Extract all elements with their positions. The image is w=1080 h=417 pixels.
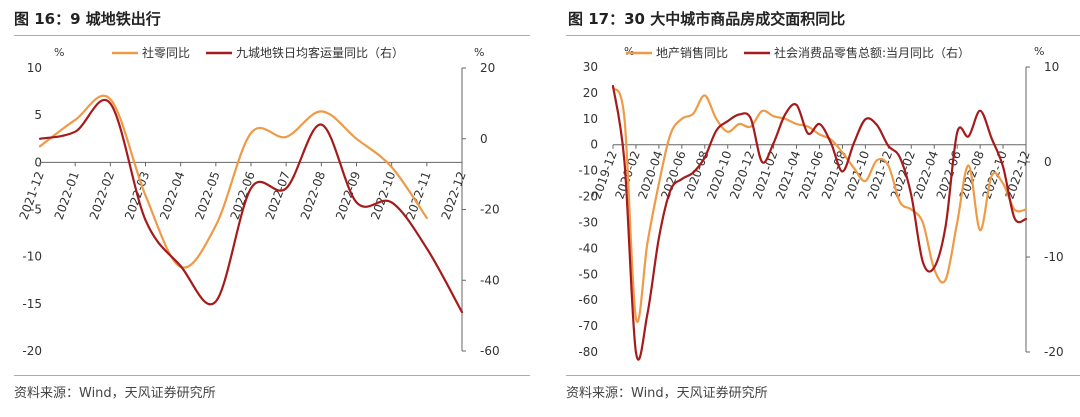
left-tick-label: 20 <box>583 86 598 100</box>
left-tick-label: -15 <box>22 297 42 311</box>
right-tick-label: 0 <box>1044 155 1052 169</box>
right-tick-label: -60 <box>480 344 500 358</box>
series-line-2 <box>611 84 1028 361</box>
right-tick-label: 0 <box>480 132 488 146</box>
left-tick-label: -80 <box>578 345 598 359</box>
right-tick-label: -10 <box>1044 250 1064 264</box>
right-axis-unit: % <box>1034 45 1044 58</box>
left-tick-label: -50 <box>578 267 598 281</box>
right-tick-label: -20 <box>480 203 500 217</box>
left-tick-label: -10 <box>578 164 598 178</box>
legend-label-1: 地产销售同比 <box>656 45 728 60</box>
source-note: 资料来源：Wind，天风证券研究所 <box>14 386 216 401</box>
left-tick-label: 10 <box>27 61 42 75</box>
left-tick-label: 5 <box>34 108 42 122</box>
left-tick-label: 10 <box>583 112 598 126</box>
legend: 社零同比 九城地铁日均客运量同比（右） <box>112 45 404 60</box>
x-tick-label: 2021-12 <box>17 170 47 222</box>
series-line-1 <box>38 94 428 269</box>
x-tick-label: 2022-07 <box>263 170 293 222</box>
right-panel: 图 17：30 大中城市商品房成交面积同比 %% 30 20 10 0 -10 -20 -30… <box>552 0 1080 417</box>
right-tick-label: -20 <box>1044 345 1064 359</box>
x-tick-label: 2022-11 <box>403 170 433 222</box>
right-tick-label: -40 <box>480 273 500 287</box>
left-tick-label: 0 <box>590 138 598 152</box>
left-tick-label: -40 <box>578 241 598 255</box>
series-line-2 <box>38 99 464 314</box>
figure-title: 图 16：9 城地铁出行 <box>14 10 161 28</box>
left-tick-label: -5 <box>30 203 42 217</box>
left-panel: 图 16：9 城地铁出行 %% 10 5 0 -5 -10 -15 -20 20 0 -20 -40 -… <box>0 0 530 417</box>
x-tick-label: 2022-09 <box>333 170 363 222</box>
x-tick-label: 2022-02 <box>87 170 117 222</box>
figure-title: 图 17：30 大中城市商品房成交面积同比 <box>568 10 846 28</box>
x-tick-label: 2022-01 <box>52 170 82 222</box>
left-tick-label: -60 <box>578 293 598 307</box>
x-tick-label: 2022-05 <box>192 170 222 222</box>
x-tick-label: 2022-08 <box>298 170 328 222</box>
left-tick-label: -20 <box>22 344 42 358</box>
left-tick-label: -30 <box>578 215 598 229</box>
right-tick-label: 20 <box>480 61 495 75</box>
left-tick-label: 0 <box>34 155 42 169</box>
right-axis-unit: % <box>474 46 484 59</box>
series-line-1 <box>611 86 1028 323</box>
right-tick-label: 10 <box>1044 60 1059 74</box>
x-tick-label: 2022-12 <box>439 170 469 222</box>
legend-label-1: 社零同比 <box>142 45 190 60</box>
left-tick-label: -70 <box>578 319 598 333</box>
property-retail-chart: % % 30 20 10 0 -10 -20 -30 -40 -50 -60 -70 -80 10 0 -10 -… <box>578 45 1064 361</box>
title-rule <box>14 35 530 36</box>
legend: 地产销售同比 社会消费品零售总额:当月同比（右） <box>626 45 970 60</box>
x-tick-label: 2022-10 <box>368 170 398 222</box>
x-tick-label: 2022-04 <box>157 170 187 222</box>
legend-label-2: 九城地铁日均客运量同比（右） <box>236 45 404 60</box>
left-tick-label: -20 <box>578 190 598 204</box>
title-rule <box>566 35 1080 36</box>
left-tick-label: 30 <box>583 60 598 74</box>
source-rule <box>566 375 1080 376</box>
left-tick-label: -10 <box>22 250 42 264</box>
source-note: 资料来源：Wind，天风证券研究所 <box>566 386 768 401</box>
left-axis-unit: % <box>624 45 634 58</box>
left-axis-unit: % <box>54 46 64 59</box>
legend-label-2: 社会消费品零售总额:当月同比（右） <box>774 45 970 60</box>
source-rule <box>14 375 530 376</box>
